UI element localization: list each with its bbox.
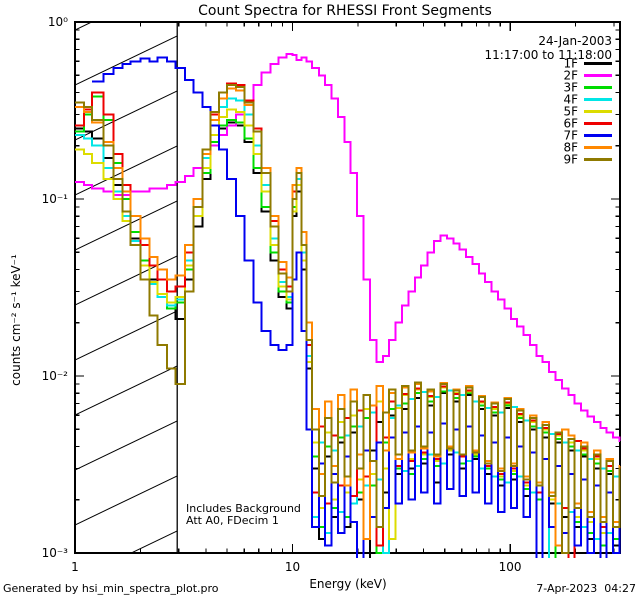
series-9F-line: [75, 84, 621, 554]
legend-label-8F: 8F: [563, 141, 578, 155]
x-tick-label: 1: [71, 560, 79, 574]
hatch-line: [75, 420, 178, 471]
hatch-line: [130, 530, 178, 553]
legend-label-3F: 3F: [563, 81, 578, 95]
hatch-line: [75, 35, 178, 86]
hatch-line: [75, 200, 178, 251]
y-tick-label: 10⁻¹: [42, 192, 69, 206]
x-axis-label: Energy (keV): [309, 577, 386, 591]
note-includes-background: Includes Background: [186, 502, 301, 515]
y-tick-label: 10⁻²: [42, 369, 69, 383]
hatched-attenuated-region: [75, 22, 178, 553]
legend-time-range: 11:17:00 to 11:18:00: [485, 48, 612, 62]
x-tick-label: 10: [285, 560, 300, 574]
hatch-line: [75, 365, 178, 416]
hatch-line: [75, 22, 93, 31]
footer-timestamp: 7-Apr-2023 04:27: [536, 582, 636, 595]
tick-labels: 1 10 100 10⁰ 10⁻¹ 10⁻² 10⁻³: [42, 15, 522, 574]
legend-label-9F: 9F: [563, 153, 578, 167]
hatch-lines: [75, 22, 178, 553]
series-2F-line: [75, 52, 621, 442]
footer-credit: Generated by hsi_min_spectra_plot.pro: [3, 582, 219, 595]
x-tick-label: 100: [499, 560, 522, 574]
legend-label-6F: 6F: [563, 117, 578, 131]
y-tick-label: 10⁻³: [42, 546, 69, 560]
y-axis-label: counts cm⁻² s⁻¹ keV⁻¹: [9, 254, 23, 386]
y-tick-label: 10⁰: [48, 15, 68, 29]
hatch-line: [75, 310, 178, 361]
legend-label-5F: 5F: [563, 105, 578, 119]
legend-label-7F: 7F: [563, 129, 578, 143]
plot-frame: [74, 21, 621, 554]
hatch-line: [75, 255, 178, 306]
legend-label-2F: 2F: [563, 69, 578, 83]
axes: [74, 21, 621, 554]
note-attenuator-state: Att A0, FDecim 1: [186, 514, 279, 527]
plot-title: Count Spectra for RHESSI Front Segments: [198, 3, 492, 19]
hatch-line: [75, 475, 178, 526]
legend-date: 24-Jan-2003: [538, 34, 612, 48]
series-lines: [75, 52, 621, 558]
legend-label-1F: 1F: [563, 57, 578, 71]
legend-label-4F: 4F: [563, 93, 578, 107]
